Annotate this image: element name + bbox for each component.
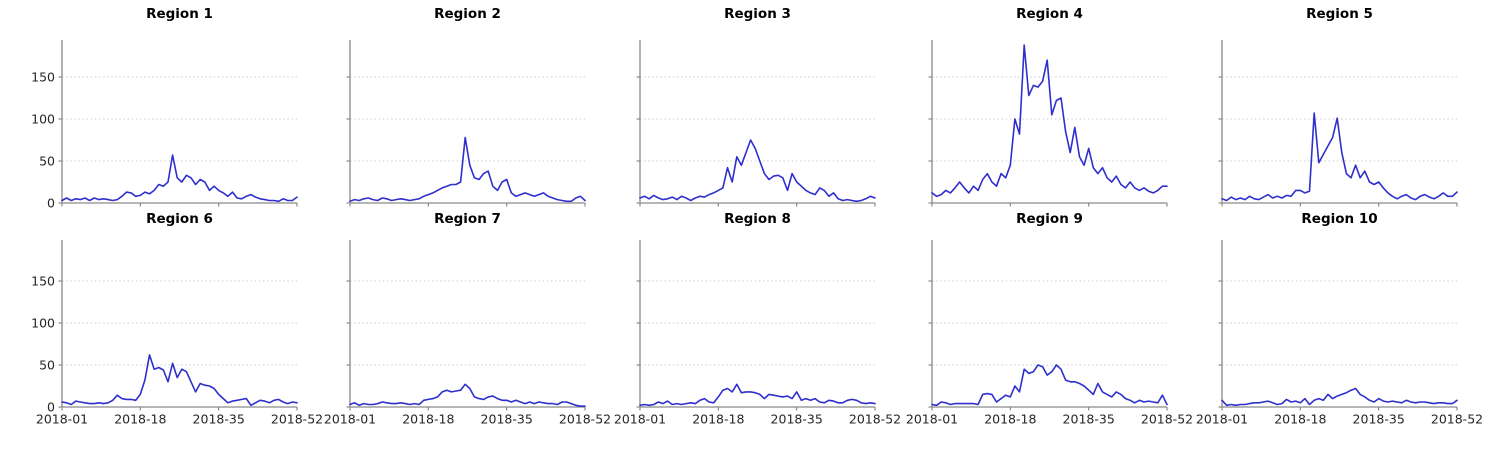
subplot-title: Region 3 <box>724 6 791 22</box>
svg-text:2018-52: 2018-52 <box>1141 412 1193 427</box>
subplot-title: Region 1 <box>146 6 213 22</box>
line-chart-svg <box>636 40 876 207</box>
svg-text:2018-01: 2018-01 <box>324 412 376 427</box>
line-chart-svg: 0 50 100 150 <box>31 40 298 211</box>
svg-text:150: 150 <box>31 70 55 85</box>
svg-text:50: 50 <box>39 358 55 373</box>
svg-text:2018-18: 2018-18 <box>692 412 744 427</box>
svg-text:2018-18: 2018-18 <box>402 412 454 427</box>
svg-text:2018-35: 2018-35 <box>1353 412 1405 427</box>
svg-text:100: 100 <box>31 112 55 127</box>
svg-text:2018-52: 2018-52 <box>1431 412 1483 427</box>
svg-text:0: 0 <box>47 196 55 211</box>
svg-text:2018-18: 2018-18 <box>114 412 166 427</box>
svg-text:2018-01: 2018-01 <box>36 412 88 427</box>
subplot-title: Region 4 <box>1016 6 1083 22</box>
svg-text:2018-35: 2018-35 <box>481 412 533 427</box>
svg-text:100: 100 <box>31 316 55 331</box>
subplot-region-7: Region 7 2018-01 2018-18 2018-35 2018-52 <box>300 210 611 456</box>
svg-text:2018-18: 2018-18 <box>1274 412 1326 427</box>
line-chart-svg: 2018-01 2018-18 2018-35 2018-52 <box>1196 240 1483 427</box>
subplot-region-2: Region 2 <box>300 0 600 210</box>
subplot-region-8: Region 8 2018-01 2018-18 2018-35 2018-52 <box>600 210 901 456</box>
subplot-title: Region 9 <box>1016 211 1083 227</box>
subplot-region-10: Region 10 2018-01 2018-18 2018-35 2018-52 <box>1196 210 1500 456</box>
subplot-region-6: Region 6 0 50 100 150 2018-01 2018-18 2018-35 2… <box>0 210 323 456</box>
subplot-title: Region 6 <box>146 211 213 227</box>
line-chart-svg <box>1218 40 1458 207</box>
subplot-region-4: Region 4 <box>900 0 1200 210</box>
line-chart-svg: 2018-01 2018-18 2018-35 2018-52 <box>906 240 1193 427</box>
svg-text:2018-01: 2018-01 <box>614 412 666 427</box>
subplot-region-5: Region 5 <box>1200 0 1500 210</box>
subplot-title: Region 10 <box>1301 211 1378 227</box>
line-chart-svg: 2018-01 2018-18 2018-35 2018-52 <box>324 240 611 427</box>
subplot-title: Region 2 <box>434 6 501 22</box>
svg-text:2018-35: 2018-35 <box>1063 412 1115 427</box>
svg-text:0: 0 <box>47 400 55 415</box>
svg-text:2018-52: 2018-52 <box>271 412 323 427</box>
subplot-region-9: Region 9 2018-01 2018-18 2018-35 2018-52 <box>900 210 1200 456</box>
svg-text:2018-35: 2018-35 <box>193 412 245 427</box>
subplot-title: Region 7 <box>434 211 501 227</box>
subplot-title: Region 5 <box>1306 6 1373 22</box>
line-chart-svg: 0 50 100 150 2018-01 2018-18 2018-35 2018-52 <box>31 240 323 427</box>
svg-text:2018-01: 2018-01 <box>906 412 958 427</box>
subplot-region-1: Region 1 0 50 100 150 <box>0 0 300 211</box>
subplot-title: Region 8 <box>724 211 791 227</box>
line-chart-svg <box>928 40 1168 207</box>
svg-text:2018-52: 2018-52 <box>559 412 611 427</box>
line-chart-svg: 2018-01 2018-18 2018-35 2018-52 <box>614 240 901 427</box>
svg-text:150: 150 <box>31 274 55 289</box>
svg-text:2018-01: 2018-01 <box>1196 412 1248 427</box>
svg-text:50: 50 <box>39 154 55 169</box>
svg-text:2018-52: 2018-52 <box>849 412 901 427</box>
svg-text:2018-35: 2018-35 <box>771 412 823 427</box>
svg-text:2018-18: 2018-18 <box>984 412 1036 427</box>
subplot-region-3: Region 3 <box>600 0 900 210</box>
line-chart-svg <box>346 40 586 207</box>
